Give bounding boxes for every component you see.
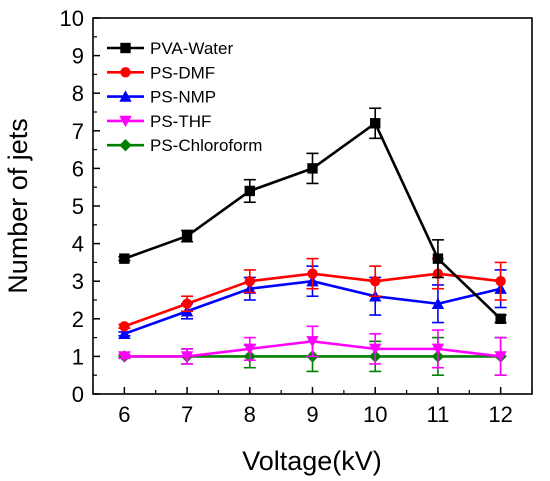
data-point xyxy=(118,327,131,340)
legend-marker xyxy=(119,139,132,152)
y-tick-label: 0 xyxy=(72,382,84,407)
data-point xyxy=(370,118,381,129)
data-point xyxy=(306,336,319,348)
data-point xyxy=(495,313,506,324)
y-tick-label: 6 xyxy=(72,156,84,181)
legend-item-pva-water: PVA-Water xyxy=(107,39,233,58)
y-tick-label: 9 xyxy=(72,44,84,69)
x-tick-label: 12 xyxy=(488,402,512,427)
series-pva-water xyxy=(118,107,507,324)
y-tick-label: 10 xyxy=(60,6,84,31)
y-tick-label: 3 xyxy=(72,269,84,294)
data-point xyxy=(494,351,507,363)
legend-item-ps-nmp: PS-NMP xyxy=(107,88,216,107)
data-point xyxy=(307,163,318,174)
y-tick-label: 7 xyxy=(72,119,84,144)
data-point xyxy=(119,253,130,264)
x-tick-label: 11 xyxy=(427,402,450,427)
y-axis-title: Number of jets xyxy=(3,118,33,294)
legend-marker xyxy=(120,42,131,54)
legend-marker xyxy=(119,115,132,128)
data-point xyxy=(307,268,318,279)
legend-item-ps-thf: PS-THF xyxy=(107,112,211,131)
legend-item-ps-chloroform: PS-Chloroform xyxy=(107,136,262,155)
x-axis-title: Voltage(kV) xyxy=(242,446,382,476)
legend-label: PS-THF xyxy=(150,112,211,131)
data-point xyxy=(244,276,255,287)
data-point xyxy=(495,276,506,287)
data-point xyxy=(431,343,445,356)
y-tick-label: 4 xyxy=(72,232,84,257)
legend-label: PS-Chloroform xyxy=(150,136,262,155)
legend: PVA-Water PS-DMF PS-NMP PS-THF PS-Chloroform xyxy=(107,39,262,155)
data-point xyxy=(118,351,131,363)
y-tick-label: 2 xyxy=(72,307,84,332)
data-point xyxy=(181,230,193,242)
data-point xyxy=(181,298,193,309)
x-tick-label: 9 xyxy=(306,402,318,427)
series-ps-thf xyxy=(118,325,507,377)
data-point xyxy=(119,321,130,332)
x-tick-label: 10 xyxy=(363,402,387,427)
data-point xyxy=(243,343,256,356)
y-tick-label: 1 xyxy=(72,344,84,369)
x-tick-label: 6 xyxy=(118,402,130,427)
legend-marker xyxy=(119,90,132,102)
x-tick-label: 8 xyxy=(244,402,256,427)
legend-label: PS-NMP xyxy=(150,88,216,107)
data-point xyxy=(180,351,194,363)
legend-label: PS-DMF xyxy=(150,63,215,82)
legend-marker xyxy=(120,67,131,78)
legend-label: PVA-Water xyxy=(150,39,233,58)
series-layer xyxy=(118,107,507,377)
data-point xyxy=(369,343,382,356)
y-tick-label: 8 xyxy=(72,81,84,106)
x-tick-label: 7 xyxy=(181,402,193,427)
legend-item-ps-dmf: PS-DMF xyxy=(107,63,215,82)
y-tick-label: 5 xyxy=(72,194,84,219)
data-point xyxy=(370,276,381,287)
data-point xyxy=(431,297,445,309)
data-point xyxy=(432,253,444,264)
data-point xyxy=(244,185,255,197)
